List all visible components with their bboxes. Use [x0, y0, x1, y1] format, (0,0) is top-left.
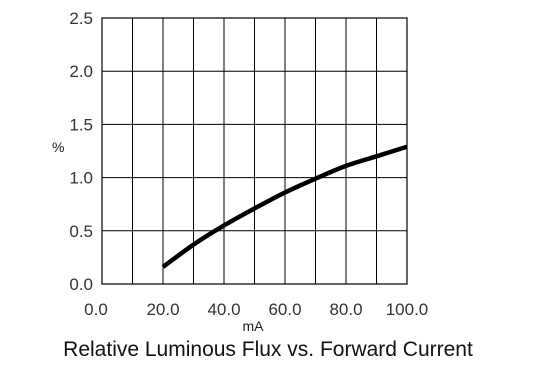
y-tick-label: 0.5 [69, 222, 93, 241]
series-line [161, 144, 408, 269]
x-tick-label: 80.0 [329, 300, 362, 319]
plot-frame [101, 17, 408, 285]
y-tick-label: 1.5 [69, 115, 93, 134]
x-tick-label: 60.0 [268, 300, 301, 319]
y-tick-label: 2.0 [69, 62, 93, 81]
y-axis-label: % [52, 139, 64, 155]
chart-title: Relative Luminous Flux vs. Forward Curre… [63, 338, 473, 361]
y-tick-labels: 0.0 0.5 1.0 1.5 2.0 2.5 [69, 9, 93, 294]
x-tick-label: 20.0 [146, 300, 179, 319]
y-tick-label: 1.0 [69, 169, 93, 188]
y-tick-label: 2.5 [69, 9, 93, 28]
x-tick-label: 0.0 [84, 300, 108, 319]
y-tick-label: 0.0 [69, 275, 93, 294]
x-axis-label: mA [243, 318, 265, 334]
grid [101, 17, 408, 285]
x-tick-labels: 0.0 20.0 40.0 60.0 80.0 100.0 [84, 300, 428, 319]
x-tick-label: 40.0 [207, 300, 240, 319]
x-tick-label: 100.0 [386, 300, 429, 319]
